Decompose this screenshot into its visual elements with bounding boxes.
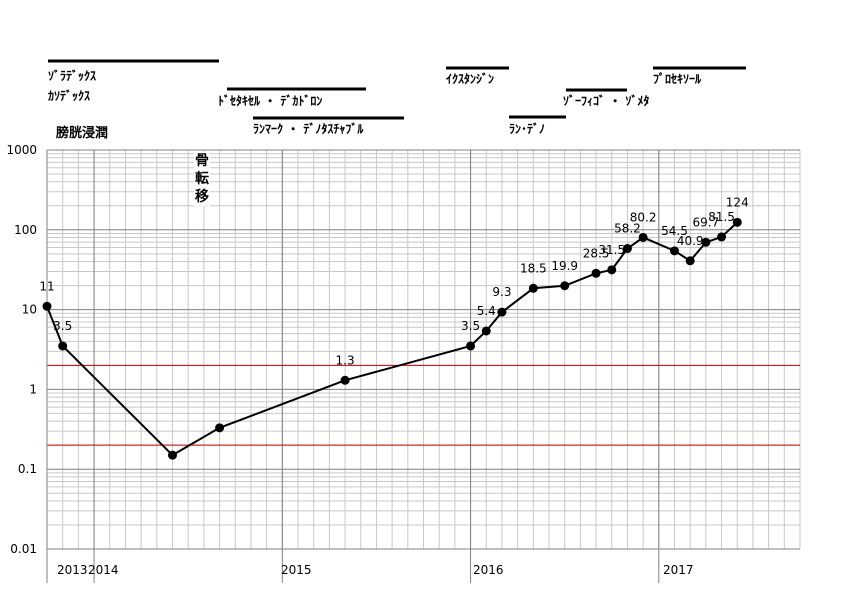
data-label: 11 bbox=[39, 279, 54, 293]
data-point bbox=[497, 307, 507, 317]
data-label: 69.7 bbox=[693, 215, 720, 229]
treatment-bars bbox=[48, 59, 746, 120]
data-point bbox=[638, 232, 648, 242]
data-label: 80.2 bbox=[630, 210, 657, 224]
x-tick-label: 2016 bbox=[473, 563, 504, 577]
data-points bbox=[42, 217, 742, 460]
treatment-label-8: ﾌﾟﾛｾｷｿｰﾙ bbox=[653, 72, 702, 86]
treatment-label-4: ﾗﾝﾏｰｸ ・ ﾃﾞﾉﾀｽﾁｬﾌﾞﾙ bbox=[253, 122, 364, 136]
x-tick-label: 2014 bbox=[88, 563, 119, 577]
y-tick-label: 10 bbox=[22, 303, 37, 317]
data-label: 31.5 bbox=[598, 243, 625, 257]
data-label: 54.5 bbox=[661, 224, 688, 238]
x-tick-labels: 2013 2014 2015 2016 2017 bbox=[57, 563, 694, 577]
data-point bbox=[42, 301, 52, 311]
data-label: 81.5 bbox=[708, 210, 735, 224]
data-point bbox=[528, 283, 538, 293]
data-point bbox=[591, 268, 601, 278]
data-label: 18.5 bbox=[520, 261, 547, 275]
data-point bbox=[732, 217, 742, 227]
point-labels: 113.51.33.55.49.318.5 19.928.531.558.280.… bbox=[39, 195, 748, 367]
data-label: 5.4 bbox=[477, 304, 496, 318]
treatment-label-2: ｶｿﾃﾞｯｸｽ bbox=[48, 89, 91, 103]
data-point bbox=[670, 246, 679, 256]
y-tick-label: 1000 bbox=[6, 143, 37, 157]
data-point bbox=[481, 326, 491, 336]
y-tick-label: 0.01 bbox=[10, 542, 37, 556]
data-point bbox=[215, 423, 225, 433]
data-label: 40.9 bbox=[677, 234, 704, 248]
data-label: 58.2 bbox=[614, 222, 641, 236]
y-tick-label: 0.1 bbox=[18, 462, 37, 476]
data-point bbox=[607, 265, 617, 275]
reference-lines bbox=[47, 364, 800, 446]
treatment-label-7: ｿﾞｰﾌｨｺﾞ ・ ｿﾞﾒﾀ bbox=[563, 94, 650, 108]
bladder-invasion-label: 膀胱浸潤 bbox=[56, 126, 109, 141]
data-point bbox=[701, 237, 711, 247]
treatment-label-5: ｲｸｽﾀﾝｼﾞﾝ bbox=[446, 72, 495, 86]
data-point bbox=[466, 341, 476, 351]
data-label: 9.3 bbox=[492, 285, 511, 299]
data-point bbox=[168, 450, 177, 460]
data-point bbox=[685, 256, 695, 266]
major-grid bbox=[47, 149, 800, 583]
x-tick-label: 2017 bbox=[663, 563, 694, 577]
y-tick-label: 100 bbox=[14, 223, 37, 237]
y-tick-labels: 0.01 0.1 1 10 100 1000 bbox=[6, 143, 37, 556]
y-tick-label: 1 bbox=[29, 382, 37, 396]
treatment-label-6: ﾗﾝ･ﾃﾞﾉ bbox=[509, 122, 546, 136]
data-point bbox=[58, 341, 68, 351]
data-label: 124 bbox=[726, 195, 749, 209]
minor-grid bbox=[46, 150, 801, 549]
data-label: 3.5 bbox=[53, 319, 72, 333]
x-tick-label: 2013 bbox=[57, 563, 88, 577]
data-label: 19.9 bbox=[551, 259, 578, 273]
bone-metastasis-label: 骨転移 bbox=[194, 152, 210, 206]
data-label: 28.5 bbox=[583, 246, 610, 260]
treatment-label-3: ﾄﾞｾﾀｷｾﾙ ・ ﾃﾞｶﾄﾞﾛﾝ bbox=[218, 94, 323, 108]
data-point bbox=[622, 244, 632, 254]
data-label: 3.5 bbox=[461, 319, 480, 333]
data-point bbox=[340, 375, 350, 385]
data-label: 1.3 bbox=[336, 353, 355, 367]
x-tick-label: 2015 bbox=[281, 563, 312, 577]
data-point bbox=[560, 281, 570, 291]
data-point bbox=[717, 232, 727, 242]
treatment-label-1: ｿﾞﾗﾃﾞｯｸｽ bbox=[48, 69, 97, 83]
